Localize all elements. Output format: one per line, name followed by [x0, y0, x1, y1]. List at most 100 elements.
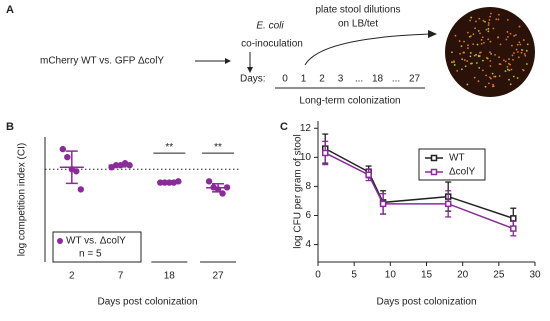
colony: [480, 42, 483, 45]
marker: [510, 215, 517, 222]
colony: [508, 58, 510, 60]
plating: plate stool dilutions: [315, 5, 400, 16]
x-tick-label: 15: [421, 270, 433, 281]
colony: [460, 68, 463, 71]
colony: [525, 63, 528, 65]
x-tick-label: 27: [213, 271, 225, 282]
y-tick-label: 8: [305, 181, 311, 192]
arrowhead: [225, 58, 231, 64]
colony: [478, 67, 481, 69]
colony: [524, 54, 527, 57]
colony: [451, 51, 453, 54]
marker: [365, 171, 372, 179]
colony: [485, 56, 488, 59]
x-tick-label: 2: [69, 271, 75, 282]
x-tick-label: 20: [457, 270, 469, 281]
colony: [482, 59, 484, 62]
colony: [511, 54, 514, 57]
day: 3: [338, 74, 344, 85]
colony: [488, 19, 491, 21]
day: 27: [409, 74, 421, 85]
colony: [463, 59, 466, 61]
colony: [517, 51, 519, 53]
colony: [487, 38, 490, 41]
colony: [517, 56, 520, 59]
marker: [321, 149, 329, 157]
colony: [487, 22, 490, 24]
colony: [485, 74, 488, 77]
y-axis-label: log CFU per gram of stool: [293, 134, 304, 249]
colony: [475, 62, 478, 64]
colony: [490, 77, 492, 80]
colony: [495, 18, 498, 21]
colony: [493, 75, 496, 78]
colony: [478, 55, 481, 57]
colony: [525, 49, 528, 52]
colony: [488, 76, 491, 79]
legend-label: WT vs. ΔcolY: [66, 236, 126, 247]
colony: [492, 27, 495, 30]
colony: [487, 27, 490, 30]
colony: [470, 35, 472, 38]
colony: [514, 34, 517, 36]
arrowhead: [247, 67, 253, 73]
colony: [506, 31, 509, 33]
colony: [477, 80, 480, 83]
strains: mCherry WT vs. GFP ΔcolY: [40, 56, 164, 67]
marker: [444, 200, 452, 208]
colony: [503, 59, 505, 62]
colony: [526, 43, 529, 46]
colony: [484, 20, 486, 23]
colony: [492, 83, 494, 86]
plating: on LB/tet: [338, 19, 378, 30]
colony: [518, 41, 521, 44]
y-tick-label: 12: [300, 123, 312, 134]
colony: [505, 38, 508, 41]
colony: [494, 53, 496, 56]
colony: [522, 69, 525, 72]
legend-box: [52, 231, 142, 263]
colony: [522, 39, 525, 41]
x-tick-label: 10: [385, 270, 397, 281]
panel-label: B: [6, 121, 14, 133]
x-tick-label: 18: [164, 271, 176, 282]
y-tick-label: 6: [305, 210, 311, 221]
marker: [510, 225, 517, 232]
host: E. coli: [256, 21, 284, 32]
colony: [476, 43, 479, 46]
point: [73, 168, 80, 175]
colony: [466, 83, 469, 86]
point: [77, 186, 85, 193]
colony: [466, 60, 469, 63]
colony: [469, 19, 471, 22]
colony: [470, 62, 472, 65]
colony: [467, 44, 469, 47]
colony: [483, 41, 485, 44]
colony: [511, 44, 513, 47]
colony: [466, 47, 469, 50]
colony: [485, 28, 488, 31]
colony: [456, 69, 459, 72]
colony: [491, 72, 494, 75]
colony: [472, 43, 475, 46]
legend-marker: [57, 238, 63, 244]
day: 1: [301, 74, 307, 85]
point: [64, 153, 71, 161]
colony: [509, 63, 512, 66]
colony: [473, 76, 476, 79]
day: ...: [392, 74, 400, 85]
colony: [478, 17, 481, 20]
colony: [507, 35, 509, 38]
colony: [482, 19, 485, 22]
legend-note: n = 5: [79, 249, 102, 260]
colony: [506, 18, 509, 21]
colony: [473, 54, 476, 57]
legend-marker: [430, 154, 438, 162]
panel-a: A mCherry WT vs. GFP ΔcolY E. coli co-in…: [6, 4, 535, 107]
marker: [379, 200, 387, 208]
colony: [508, 78, 510, 81]
colony: [504, 70, 507, 72]
colony: [454, 34, 457, 37]
colony: [488, 82, 490, 85]
